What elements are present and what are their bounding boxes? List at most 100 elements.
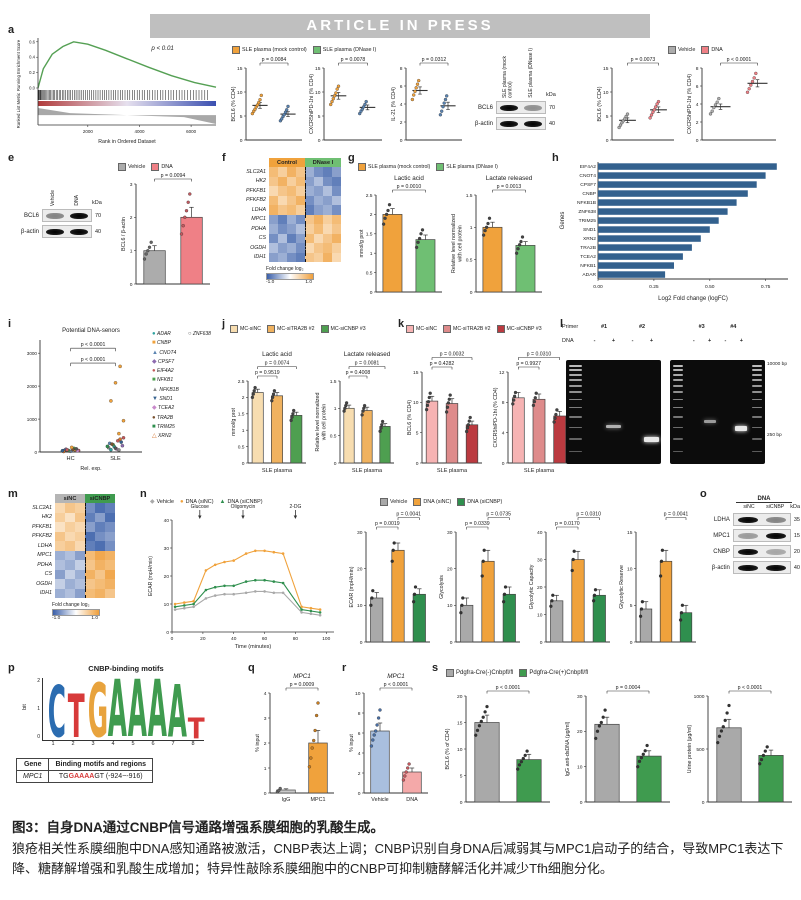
- panel-e-legend: Vehicle DNA: [118, 158, 228, 176]
- svg-text:with cell protein: with cell protein: [322, 404, 328, 441]
- legend-item: Vehicle: [380, 498, 407, 506]
- panel-a-gsea-plot: 0.0 0.2 0.4 0.6 p < 0.01 2000 4000 6000 Rank in …: [14, 32, 220, 149]
- panel-p-motif-table: Gene Binding motifs and regions MPC1 TGGAAA…: [15, 758, 154, 783]
- svg-text:IgG anti-dsDNA (μg/ml): IgG anti-dsDNA (μg/ml): [565, 721, 571, 776]
- svg-text:Log2 Fold change (logFC): Log2 Fold change (logFC): [658, 296, 728, 302]
- svg-text:0: 0: [171, 636, 174, 642]
- panel-n-bar-legend: Vehicle DNA (siNC) DNA (siCNBP): [380, 493, 680, 511]
- panel-l-gel-image: Primer DNA #1 #2 #3 #4- + - + - + - +10000 bp 250 bp: [562, 320, 800, 478]
- legend-item: ▲ CNOT4: [152, 349, 177, 356]
- svg-text:0: 0: [360, 640, 363, 646]
- svg-text:ZNF638: ZNF638: [578, 209, 596, 215]
- svg-text:30: 30: [537, 557, 543, 563]
- panel-n-ecar-line-chart: 0 10 20 30 40 0 20 40 60 80 100 Glucose Oligomycin 2-…: [146, 500, 340, 655]
- legend-item: ● EIF4A2: [152, 368, 174, 375]
- svg-text:SND1: SND1: [583, 227, 596, 233]
- svg-text:mmol/g prot: mmol/g prot: [359, 229, 365, 257]
- svg-text:MPC1: MPC1: [293, 673, 311, 680]
- svg-text:0: 0: [358, 791, 361, 797]
- svg-text:CNBP: CNBP: [582, 191, 596, 197]
- panel-k-bcl6-chart: 0 5 10 15 p = 0.4282 p = 0.0032 BCL6 (% CD4) SL…: [404, 346, 486, 479]
- panel-p-label: p: [8, 662, 15, 674]
- svg-text:Relative level normalized: Relative level normalized: [315, 393, 321, 452]
- svg-text:TCEA2: TCEA2: [580, 254, 596, 260]
- svg-text:0: 0: [242, 461, 245, 467]
- svg-text:20: 20: [164, 574, 170, 580]
- panel-f-label: f: [222, 152, 226, 164]
- svg-text:TRA2B: TRA2B: [580, 245, 596, 251]
- svg-text:SLE plasma: SLE plasma: [524, 468, 555, 474]
- svg-text:EIF4A2: EIF4A2: [580, 164, 597, 170]
- svg-text:5: 5: [416, 430, 419, 436]
- svg-text:BCL6 / β-actin: BCL6 / β-actin: [121, 217, 127, 251]
- svg-text:2: 2: [696, 120, 699, 126]
- svg-text:10: 10: [603, 90, 609, 96]
- svg-text:0: 0: [334, 461, 337, 467]
- svg-text:6: 6: [400, 84, 403, 90]
- svg-text:0.5: 0.5: [366, 270, 373, 276]
- svg-text:p < 0.01: p < 0.01: [150, 45, 174, 52]
- svg-text:p = 0.0074: p = 0.0074: [265, 361, 290, 367]
- svg-text:0: 0: [702, 800, 705, 806]
- svg-text:ECAR (mpH/min): ECAR (mpH/min): [148, 556, 154, 596]
- panel-p-title: CNBP-binding motifs: [88, 664, 164, 673]
- panel-a-cxcr5pd1-dotplot: 0 5 10 15 p = 0.0078 CXCR5hiPD-1hi (% CD4): [306, 52, 386, 151]
- panel-g-label: g: [348, 152, 355, 164]
- svg-text:ADAR: ADAR: [582, 272, 596, 278]
- svg-text:0.5: 0.5: [466, 257, 473, 263]
- legend-item: SLE plasma (DNase I): [312, 46, 376, 54]
- svg-text:10: 10: [577, 764, 583, 770]
- svg-text:0.6: 0.6: [29, 39, 35, 44]
- svg-text:BCL6 (% CD4): BCL6 (% CD4): [407, 400, 413, 435]
- svg-text:Potential DNA-senors: Potential DNA-senors: [62, 328, 120, 334]
- svg-text:0: 0: [460, 800, 463, 806]
- svg-text:p = 0.4008: p = 0.4008: [346, 370, 371, 376]
- svg-text:p = 0.0019: p = 0.0019: [375, 521, 400, 527]
- svg-text:0.50: 0.50: [705, 284, 715, 290]
- svg-text:Lactic acid: Lactic acid: [262, 351, 292, 358]
- svg-text:BCL6 (% CD4): BCL6 (% CD4): [231, 86, 237, 121]
- svg-text:15: 15: [413, 370, 419, 376]
- svg-text:1: 1: [370, 251, 373, 257]
- svg-text:10: 10: [537, 612, 543, 618]
- panel-a-label: a: [8, 24, 15, 36]
- svg-text:SLE plasma: SLE plasma: [352, 468, 383, 474]
- legend-item: MC-siTRA2B #2: [267, 325, 315, 333]
- legend-item: DNA (siNC): [413, 498, 451, 506]
- svg-text:4: 4: [502, 430, 505, 436]
- svg-text:20: 20: [457, 694, 463, 700]
- svg-text:30: 30: [577, 694, 583, 700]
- legend-item: MC-siNC: [406, 325, 437, 333]
- legend-item: △ XRN2: [152, 433, 172, 440]
- svg-text:5: 5: [606, 114, 609, 120]
- svg-text:DNA: DNA: [406, 797, 418, 803]
- svg-text:with cell protein: with cell protein: [458, 225, 464, 262]
- svg-text:10: 10: [237, 90, 243, 96]
- svg-text:2: 2: [242, 395, 245, 401]
- svg-text:1: 1: [130, 248, 133, 254]
- panel-a-bcl6-dotplot: 0 5 10 15 p = 0.0084 BCL6 (% CD4): [228, 52, 306, 151]
- legend-item: Vehicle: [118, 163, 145, 171]
- svg-text:Lactic acid: Lactic acid: [394, 175, 424, 182]
- svg-text:Lactate released: Lactate released: [344, 351, 391, 358]
- legend-item: ● DNA (siNC): [180, 499, 214, 505]
- panel-m-label: m: [8, 488, 18, 500]
- panel-j-lactic-acid-chart: Lactic acid 0 0.5 1 1.5 2 2.5 p = 0.9519 p = 0.0…: [228, 346, 310, 479]
- svg-text:XRN2: XRN2: [583, 236, 596, 242]
- svg-text:60: 60: [262, 636, 268, 642]
- panel-k-cxcr5pd1-chart: 0 4 8 12 p = 0.9927 p = 0.0310 CXCR5hiPD-1hi (…: [490, 346, 574, 479]
- panel-h-label: h: [552, 152, 559, 164]
- svg-text:p = 0.0081: p = 0.0081: [355, 361, 380, 367]
- svg-text:0.2: 0.2: [29, 70, 35, 75]
- legend-item: Pdgfra-Cre(+)Cnbpfl/fl: [519, 669, 588, 677]
- svg-text:Glycolysis: Glycolysis: [439, 575, 445, 599]
- svg-text:p < 0.0001: p < 0.0001: [738, 685, 763, 691]
- legend-item: DNA: [151, 163, 173, 171]
- panel-s-bcl6-chart: 0 5 10 15 20 p < 0.0001 BCL6 (% of CD4): [442, 680, 554, 813]
- panel-r-label: r: [342, 662, 347, 674]
- svg-text:p = 0.0073: p = 0.0073: [631, 57, 656, 63]
- legend-item: MC-siTRA2B #2: [443, 325, 491, 333]
- panel-n-label: n: [140, 488, 147, 500]
- svg-text:TRIM25: TRIM25: [579, 218, 597, 224]
- svg-text:0: 0: [630, 640, 633, 646]
